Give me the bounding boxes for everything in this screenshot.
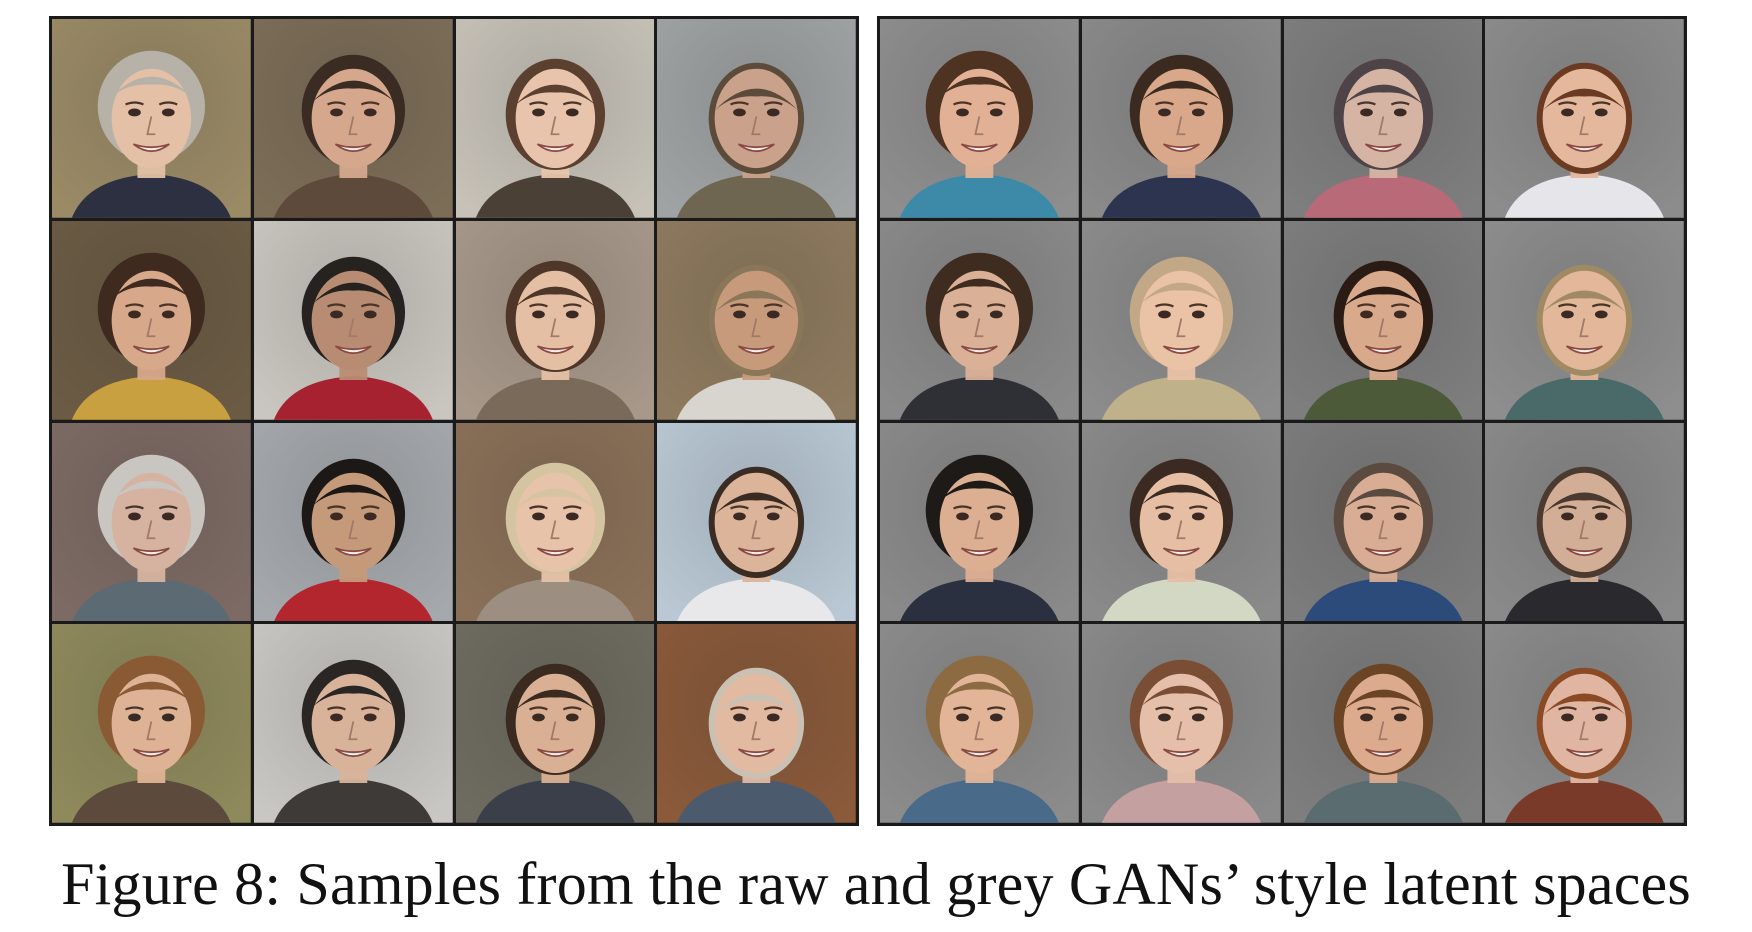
grey-gan-sample-grid <box>877 16 1687 826</box>
figure-caption: Figure 8: Samples from the raw and grey … <box>61 851 1691 917</box>
grey-sample-face-2 <box>1081 19 1281 218</box>
raw-sample-face-15 <box>455 624 655 823</box>
raw-sample-face-8 <box>657 220 856 420</box>
grey-sample-face-15 <box>1283 624 1483 823</box>
grey-sample-face-4 <box>1485 19 1684 218</box>
raw-sample-face-9 <box>52 422 251 622</box>
raw-sample-face-2 <box>253 19 453 218</box>
raw-sample-face-1 <box>52 19 251 218</box>
raw-sample-face-3 <box>455 19 655 218</box>
grey-sample-face-16 <box>1485 624 1684 823</box>
raw-sample-face-13 <box>52 624 251 823</box>
grey-sample-face-9 <box>880 422 1079 622</box>
grey-sample-face-5 <box>880 220 1079 420</box>
raw-sample-face-11 <box>455 422 655 622</box>
raw-sample-face-10 <box>253 422 453 622</box>
grey-sample-face-1 <box>880 19 1079 218</box>
grey-sample-face-13 <box>880 624 1079 823</box>
grey-sample-face-12 <box>1485 422 1684 622</box>
raw-gan-sample-grid <box>49 16 859 826</box>
grey-sample-face-11 <box>1283 422 1483 622</box>
raw-sample-face-5 <box>52 220 251 420</box>
raw-sample-face-14 <box>253 624 453 823</box>
grey-sample-face-6 <box>1081 220 1281 420</box>
raw-sample-face-12 <box>657 422 856 622</box>
grey-sample-face-7 <box>1283 220 1483 420</box>
raw-sample-face-7 <box>455 220 655 420</box>
grey-sample-face-14 <box>1081 624 1281 823</box>
grey-sample-face-3 <box>1283 19 1483 218</box>
raw-sample-face-16 <box>657 624 856 823</box>
grey-sample-face-10 <box>1081 422 1281 622</box>
raw-sample-face-6 <box>253 220 453 420</box>
raw-sample-face-4 <box>657 19 856 218</box>
grey-sample-face-8 <box>1485 220 1684 420</box>
